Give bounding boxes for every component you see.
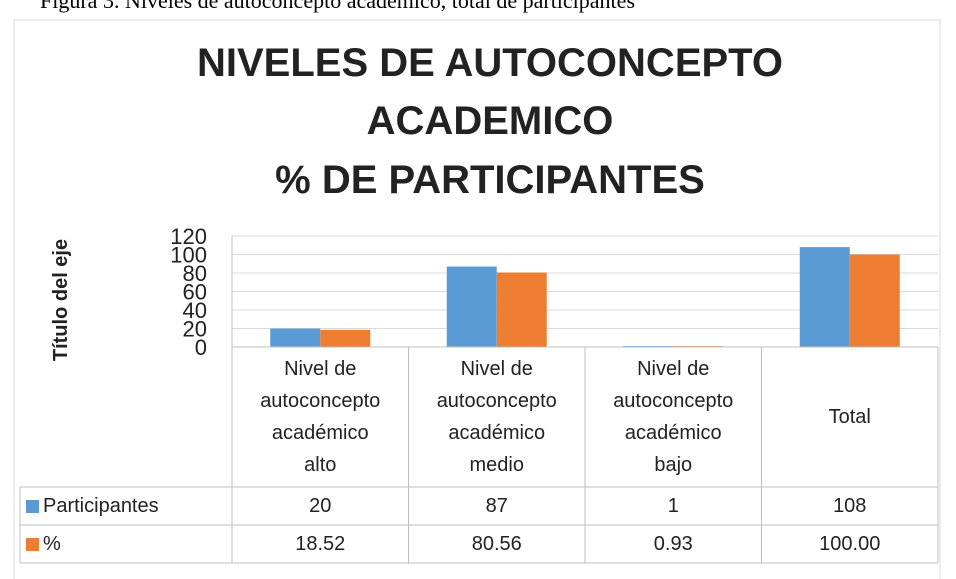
chart-title-line: ACADEMICO bbox=[367, 99, 614, 143]
y-tick-label: 0 bbox=[195, 335, 207, 360]
category-cell: Nivel de autoconcepto académico bajo bbox=[585, 347, 762, 487]
value-cell: 108 bbox=[762, 487, 939, 525]
cell-text: 87 bbox=[485, 495, 508, 517]
cell-text: 20 bbox=[309, 495, 332, 517]
cell-text: 108 bbox=[833, 495, 867, 517]
value-cell: 1 bbox=[585, 487, 762, 525]
category-cell: Nivel de autoconcepto académico medio bbox=[409, 347, 586, 487]
y-tick-label: 40 bbox=[183, 298, 207, 323]
chart-title-line: NIVELES DE AUTOCONCEPTO bbox=[197, 41, 783, 85]
cell-text: 0.93 bbox=[653, 533, 693, 555]
cell-text: Nivel de autoconcepto académico bajo bbox=[613, 358, 734, 476]
y-tick-label: 120 bbox=[170, 224, 207, 249]
legend-entry: % bbox=[26, 525, 61, 563]
cell-text: Nivel de autoconcepto académico alto bbox=[260, 358, 381, 476]
y-axis-label: Título del eje bbox=[50, 239, 72, 361]
chart-title-line: % DE PARTICIPANTES bbox=[275, 158, 705, 202]
legend-swatch bbox=[26, 537, 39, 551]
cell-text: Nivel de autoconcepto académico medio bbox=[436, 358, 557, 476]
bar bbox=[496, 272, 547, 347]
value-cell: 18.52 bbox=[232, 525, 409, 563]
bar bbox=[799, 247, 850, 347]
category-cell: Nivel de autoconcepto académico alto bbox=[232, 347, 409, 487]
y-tick-label: 20 bbox=[183, 317, 207, 342]
bar bbox=[849, 254, 900, 347]
bar bbox=[446, 266, 497, 347]
y-tick-label: 80 bbox=[183, 261, 207, 286]
category-cell: Total bbox=[762, 347, 939, 487]
legend-label: % bbox=[43, 532, 61, 555]
bar bbox=[320, 329, 371, 347]
caption: Figura 3. Niveles de autoconcepto académ… bbox=[40, 0, 635, 13]
y-tick-label: 100 bbox=[170, 243, 207, 268]
cell-text: 100.00 bbox=[819, 533, 881, 555]
chart-border bbox=[13, 19, 941, 579]
y-tick-label: 60 bbox=[183, 280, 207, 305]
bar bbox=[270, 328, 321, 347]
cell-text: 1 bbox=[667, 495, 679, 517]
legend-entry: Participantes bbox=[26, 487, 159, 525]
value-cell: 100.00 bbox=[762, 525, 939, 563]
value-cell: 0.93 bbox=[585, 525, 762, 563]
value-cell: 80.56 bbox=[409, 525, 586, 563]
value-cell: 87 bbox=[409, 487, 586, 525]
value-cell: 20 bbox=[232, 487, 409, 525]
legend-label: Participantes bbox=[43, 494, 159, 517]
cell-text: Total bbox=[828, 406, 871, 428]
legend-swatch bbox=[26, 499, 39, 513]
cell-text: 80.56 bbox=[471, 533, 522, 555]
cell-text: 18.52 bbox=[295, 533, 346, 555]
